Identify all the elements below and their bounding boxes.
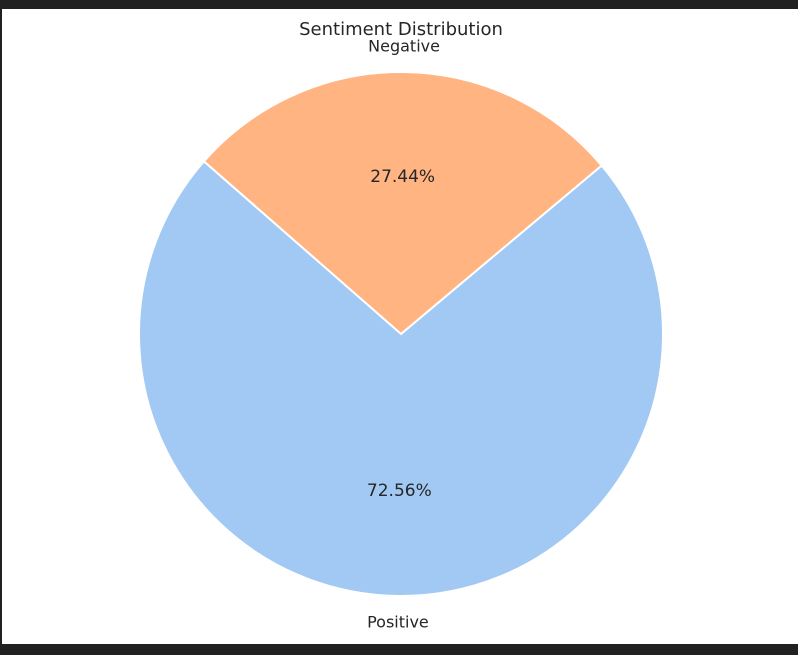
- pie-category-label-positive: Positive: [367, 613, 429, 632]
- pie-slices: [138, 71, 664, 597]
- pie-percent-label-negative: 27.44%: [370, 167, 435, 187]
- pie-slice-negative: [202, 71, 604, 336]
- pie-labels: 27.44% Negative 72.56% Positive: [367, 36, 440, 631]
- pie-slice-positive: [138, 159, 664, 597]
- pie-percent-label-positive: 72.56%: [367, 481, 432, 501]
- pie-category-label-negative: Negative: [368, 36, 440, 55]
- chart-title: Sentiment Distribution: [299, 19, 503, 40]
